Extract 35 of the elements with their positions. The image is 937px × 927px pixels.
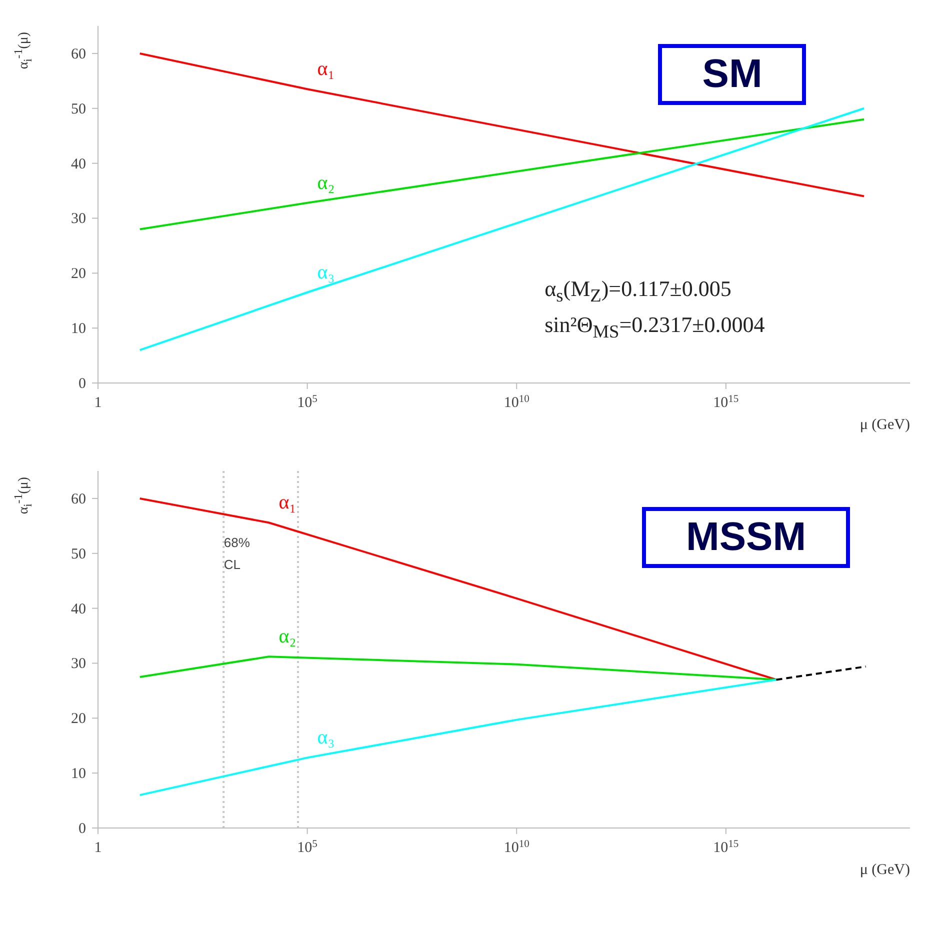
x-axis-title: μ (GeV): [860, 862, 910, 879]
x-tick-label: 1: [94, 395, 102, 411]
annotation: MSSM: [642, 506, 850, 568]
series-label: α₂: [317, 172, 335, 194]
y-tick-label: 40: [71, 156, 86, 172]
annotation: α$_{s}$(M$_{Z}$)=0.117±0.005: [544, 276, 732, 306]
annotation: 68% CL: [224, 534, 251, 574]
y-tick-label: 20: [71, 266, 86, 282]
y-tick-label: 60: [71, 46, 86, 62]
annotation: SM: [658, 44, 806, 105]
series-label: α₂: [278, 626, 296, 648]
y-tick-label: 50: [71, 546, 86, 562]
x-tick-label: 10$^{5}$: [297, 394, 318, 411]
y-tick-label: 0: [78, 376, 86, 392]
x-tick-label: 10$^{10}$: [504, 838, 530, 856]
x-axis-title: μ (GeV): [860, 417, 910, 434]
annotation: sin²Θ$_{MS}$=0.2317±0.0004: [544, 312, 765, 342]
y-tick-label: 40: [71, 601, 86, 618]
series-label: α₃: [317, 726, 335, 749]
series-label: α₁: [278, 492, 296, 514]
y-tick-label: 30: [71, 656, 86, 672]
x-tick-label: 10$^{5}$: [297, 838, 318, 856]
series-label: α₃: [317, 261, 335, 284]
series-label: α₁: [317, 58, 335, 80]
x-tick-label: 10$^{15}$: [713, 394, 739, 411]
y-tick-label: 0: [78, 821, 86, 837]
x-tick-label: 10$^{10}$: [504, 394, 530, 411]
y-tick-label: 10: [71, 321, 86, 338]
y-tick-label: 10: [71, 766, 86, 782]
y-tick-label: 60: [71, 491, 86, 508]
y-tick-label: 30: [71, 211, 86, 228]
y-tick-label: 50: [71, 101, 86, 118]
x-tick-label: 10$^{15}$: [713, 838, 739, 856]
y-tick-label: 20: [71, 711, 86, 728]
x-tick-label: 1: [94, 840, 102, 856]
